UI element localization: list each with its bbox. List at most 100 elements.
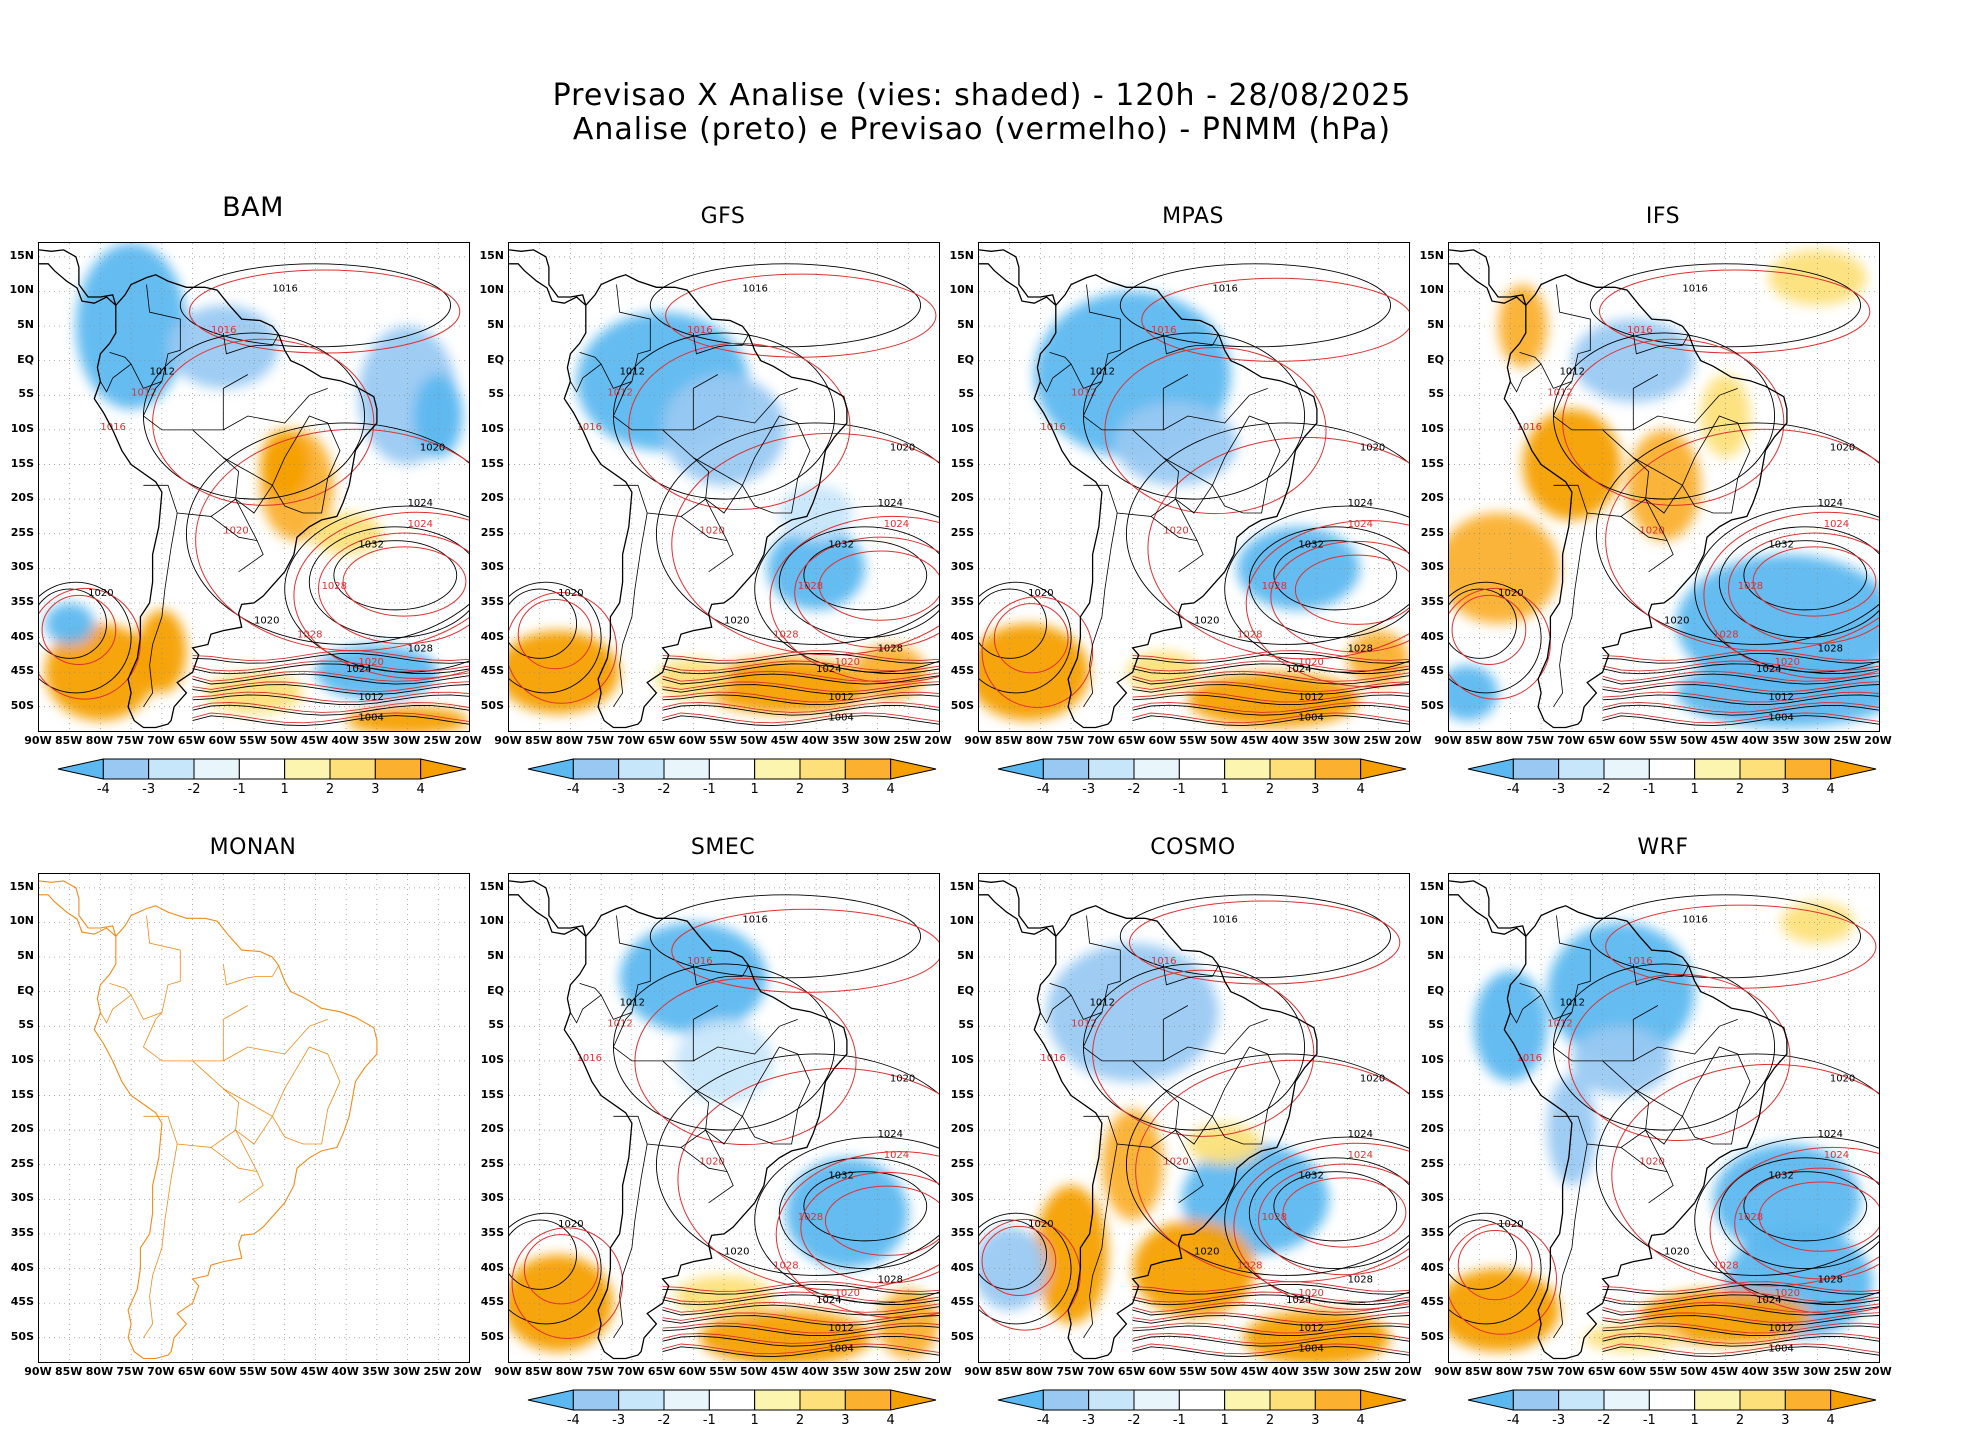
lat-tick-label: 20S: [1420, 491, 1444, 505]
forecast-isobar: [318, 532, 469, 645]
map-frame: 1020 1028 1032 1024 1020 1016 1012 1024 1012 1004…: [38, 242, 470, 732]
country-border: [210, 1147, 258, 1172]
analysis-isobar: [979, 581, 1072, 694]
coastline: [1503, 274, 1788, 729]
lon-tick-label: 80W: [1025, 1365, 1054, 1378]
colorbar-swatch: [284, 758, 331, 780]
analysis-isobar: [1132, 663, 1409, 675]
forecast-isobar: [192, 712, 469, 724]
forecast-isobar: [662, 691, 939, 703]
lat-tick-label: 15S: [480, 456, 504, 470]
analysis-isobar-label: 1012: [1768, 1323, 1793, 1334]
colorbar-swatch: [1694, 1389, 1741, 1411]
forecast-isobar: [981, 596, 1094, 708]
colorbar-swatch: [1739, 758, 1786, 780]
lon-tick-label: 75W: [116, 734, 144, 747]
forecast-isobar: [662, 660, 939, 672]
lat-tick-label: 10S: [480, 1052, 504, 1066]
lon-tick-label: 90W: [1434, 734, 1462, 747]
lon-tick-label: 80W: [1495, 734, 1524, 747]
colorbar-label: -4: [1506, 1413, 1520, 1428]
analysis-isobar: [1132, 673, 1409, 685]
forecast-isobar: [1602, 1312, 1879, 1324]
lon-tick-label: 75W: [586, 734, 614, 747]
lat-tick-label: 40S: [1420, 629, 1444, 643]
forecast-isobar: [671, 432, 939, 656]
analysis-isobar: [308, 526, 469, 638]
lon-tick-label: 30W: [1802, 734, 1831, 747]
lon-tick-label: 60W: [678, 1365, 706, 1378]
lon-tick-label: 50W: [739, 1365, 768, 1378]
lon-tick-label: 90W: [1434, 1365, 1462, 1378]
colorbar-swatch: [708, 1389, 756, 1411]
analysis-isobar: [192, 704, 469, 716]
country-border: [222, 332, 279, 355]
colorbar-label: 4: [1826, 1413, 1835, 1428]
colorbar-swatch: [1830, 1389, 1877, 1411]
forecast-isobar-label: 1020: [1163, 526, 1188, 537]
analysis-isobar-label: 1020: [724, 616, 749, 627]
forecast-isobar: [1602, 1322, 1879, 1334]
analysis-isobar: [1224, 1136, 1409, 1304]
lat-tick-label: EQ: [17, 352, 34, 366]
colorbar-label: 1: [1220, 1413, 1229, 1428]
lon-tick-label: 50W: [1679, 1365, 1708, 1378]
analysis-isobar-label: 1004: [1298, 1344, 1323, 1355]
forecast-isobar: [662, 712, 939, 724]
colorbar-swatch: [527, 758, 574, 780]
bias-shading: [979, 291, 1409, 728]
lat-tick-label: 30S: [1420, 1191, 1444, 1205]
analysis-isobar-label: 1020: [1830, 1074, 1855, 1085]
forecast-isobar-label: 1012: [131, 387, 156, 398]
forecast-isobar: [1602, 1281, 1879, 1292]
lon-tick-label: 45W: [1710, 1365, 1739, 1378]
colorbar-label: -3: [142, 782, 156, 797]
country-border: [693, 1019, 798, 1062]
analysis-isobar-label: 1020: [1360, 443, 1385, 454]
lon-tick-label: 60W: [1618, 1365, 1646, 1378]
analysis-isobar: [662, 1335, 939, 1347]
coastline: [979, 263, 1057, 306]
colorbar-swatch: [754, 758, 801, 780]
lon-tick-label: 35W: [1302, 734, 1330, 747]
lon-tick-label: 65W: [647, 1365, 676, 1378]
forecast-isobar: [192, 681, 469, 693]
country-border: [1620, 1147, 1668, 1172]
lon-tick-label: 40W: [331, 734, 359, 747]
lon-tick-label: 60W: [1148, 734, 1176, 747]
forecast-isobar-label: 1028: [1713, 1261, 1738, 1272]
analysis-isobar: [1596, 422, 1879, 645]
analysis-isobar-label: 1024: [1818, 1129, 1843, 1140]
forecast-isobar: [824, 1185, 939, 1256]
coastline: [979, 249, 1057, 306]
lat-tick-label: 35S: [1420, 1225, 1444, 1239]
analysis-isobar: [1602, 1315, 1879, 1326]
country-border: [1681, 415, 1751, 514]
country-border: [142, 915, 240, 1148]
lat-tick-label: 35S: [950, 594, 974, 608]
map-frame: 1020 1028 1032 1024 1020 1016 1012 1024 1012 1004…: [978, 873, 1410, 1363]
coastline: [39, 263, 117, 306]
colorbar-swatch: [844, 758, 892, 780]
country-border: [693, 457, 743, 514]
colorbar-label: -1: [702, 782, 716, 797]
forecast-isobar: [1132, 650, 1409, 661]
colorbar-swatch: [1739, 1389, 1786, 1411]
lon-tick-label: 50W: [1209, 734, 1238, 747]
country-border: [1175, 1129, 1204, 1204]
lon-tick-label: 65W: [1587, 734, 1616, 747]
colorbar-label: 3: [371, 782, 380, 797]
lat-tick-label: 10S: [1420, 1052, 1444, 1066]
analysis-isobar: [1132, 1294, 1409, 1306]
analysis-isobar-label: 1016: [272, 283, 297, 294]
analysis-isobar-label: 1024: [1286, 1295, 1311, 1306]
bias-area: [137, 609, 187, 693]
country-border: [100, 363, 132, 393]
lat-tick-label: 15S: [950, 1087, 974, 1101]
analysis-isobar-label: 1032: [1298, 540, 1323, 551]
analysis-isobar: [1602, 673, 1879, 685]
bias-area: [1187, 1123, 1262, 1165]
analysis-isobar-label: 1020: [724, 1247, 749, 1258]
forecast-isobar: [1132, 691, 1409, 703]
country-border: [1519, 352, 1573, 389]
